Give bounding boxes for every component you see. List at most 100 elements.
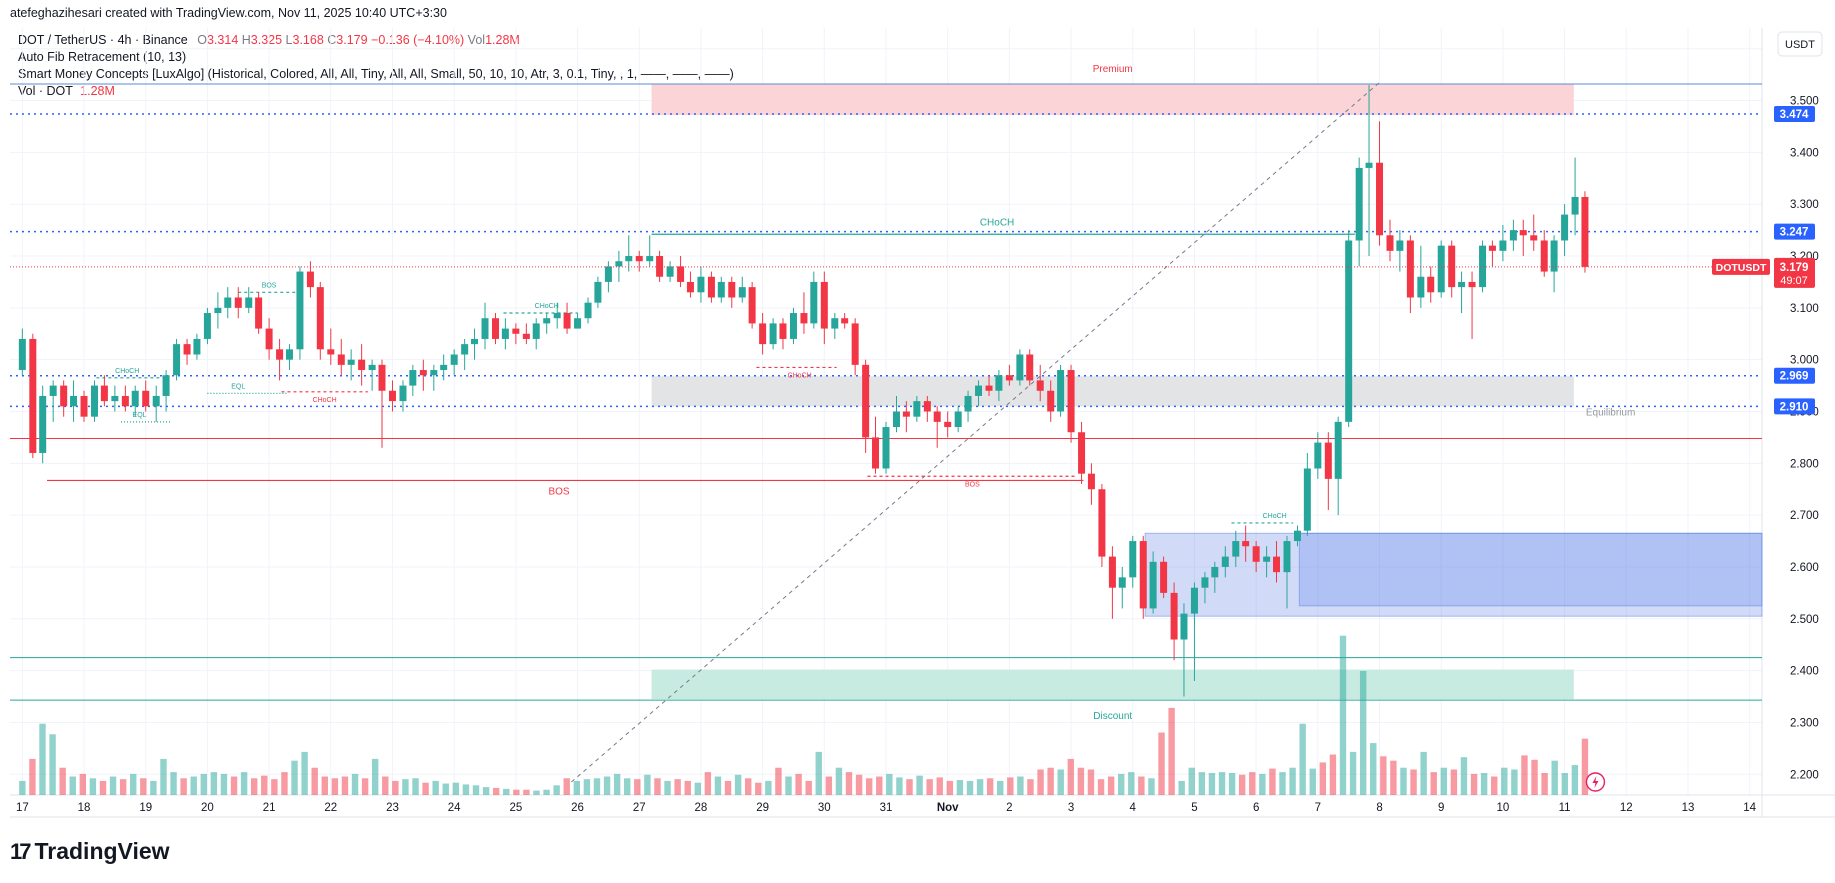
candle-body[interactable] xyxy=(666,266,674,277)
candle-body[interactable] xyxy=(296,271,304,350)
candle-body[interactable] xyxy=(1221,556,1229,567)
candle-body[interactable] xyxy=(111,395,119,402)
candle-body[interactable] xyxy=(1427,276,1435,293)
candle-body[interactable] xyxy=(203,313,211,339)
candle-body[interactable] xyxy=(574,318,582,329)
candle-body[interactable] xyxy=(501,328,509,339)
candle-body[interactable] xyxy=(327,349,335,355)
candle-body[interactable] xyxy=(656,256,664,277)
indicator-volume[interactable]: Vol · DOT 1.28M xyxy=(18,83,734,100)
candle-body[interactable] xyxy=(1047,390,1055,412)
candle-body[interactable] xyxy=(60,385,68,407)
candle-body[interactable] xyxy=(1376,162,1384,236)
candle-body[interactable] xyxy=(1016,354,1024,381)
candle-body[interactable] xyxy=(522,333,530,339)
candle-body[interactable] xyxy=(49,385,57,396)
candle-body[interactable] xyxy=(841,318,849,324)
candle-body[interactable] xyxy=(563,313,571,329)
candle-body[interactable] xyxy=(553,313,561,319)
candle-body[interactable] xyxy=(1078,432,1086,474)
candle-body[interactable] xyxy=(1550,240,1558,272)
candle-body[interactable] xyxy=(728,281,736,298)
candle-body[interactable] xyxy=(1149,561,1157,609)
candle-body[interactable] xyxy=(234,297,242,308)
candle-body[interactable] xyxy=(995,375,1003,391)
candle-body[interactable] xyxy=(1098,489,1106,557)
candle-body[interactable] xyxy=(594,281,602,303)
candle-body[interactable] xyxy=(1067,370,1075,433)
candle-body[interactable] xyxy=(255,297,263,329)
candle-body[interactable] xyxy=(1561,214,1569,241)
candle-body[interactable] xyxy=(1355,167,1363,241)
candle-body[interactable] xyxy=(1232,541,1240,557)
candle-body[interactable] xyxy=(142,390,150,407)
candle-body[interactable] xyxy=(512,328,520,334)
candle-body[interactable] xyxy=(1263,556,1271,562)
candle-body[interactable] xyxy=(944,421,952,428)
candle-body[interactable] xyxy=(18,338,26,371)
candle-body[interactable] xyxy=(337,354,345,365)
candle-body[interactable] xyxy=(461,344,469,355)
candle-body[interactable] xyxy=(1190,587,1198,614)
candle-body[interactable] xyxy=(543,318,551,324)
candle-body[interactable] xyxy=(646,256,654,262)
candle-body[interactable] xyxy=(450,354,458,365)
candle-body[interactable] xyxy=(285,349,293,360)
candle-body[interactable] xyxy=(1437,245,1445,293)
candle-body[interactable] xyxy=(1386,235,1394,251)
candle-body[interactable] xyxy=(183,344,191,355)
candle-body[interactable] xyxy=(1365,162,1373,168)
candle-body[interactable] xyxy=(1314,442,1322,469)
candle-body[interactable] xyxy=(872,437,880,469)
candle-body[interactable] xyxy=(615,261,623,267)
candle-body[interactable] xyxy=(1057,370,1065,412)
candle-body[interactable] xyxy=(306,271,314,288)
candle-body[interactable] xyxy=(902,411,910,417)
candle-body[interactable] xyxy=(399,385,407,402)
candle-body[interactable] xyxy=(1479,245,1487,288)
candle-body[interactable] xyxy=(481,318,489,339)
candle-body[interactable] xyxy=(1345,240,1353,422)
candle-body[interactable] xyxy=(831,318,839,329)
candle-body[interactable] xyxy=(1272,556,1280,573)
candle-body[interactable] xyxy=(1468,281,1476,288)
candle-body[interactable] xyxy=(1571,196,1579,215)
candle-body[interactable] xyxy=(1283,541,1291,573)
candle-body[interactable] xyxy=(378,364,386,391)
candle-body[interactable] xyxy=(70,395,78,407)
candle-body[interactable] xyxy=(1201,577,1209,588)
candle-body[interactable] xyxy=(789,313,797,339)
indicator-smc[interactable]: Smart Money Concepts [LuxAlgo] (Historic… xyxy=(18,67,734,81)
candle-body[interactable] xyxy=(800,313,808,324)
candle-body[interactable] xyxy=(276,349,284,360)
candle-body[interactable] xyxy=(388,390,396,402)
candle-body[interactable] xyxy=(1530,235,1538,241)
candle-body[interactable] xyxy=(1509,230,1517,241)
candle-body[interactable] xyxy=(985,385,993,391)
candle-body[interactable] xyxy=(1036,380,1044,391)
candle-body[interactable] xyxy=(1211,566,1219,578)
currency-button[interactable] xyxy=(1777,31,1823,57)
candle-body[interactable] xyxy=(430,370,438,376)
candle-body[interactable] xyxy=(224,297,232,308)
candle-body[interactable] xyxy=(1396,240,1404,251)
candle-body[interactable] xyxy=(162,375,170,396)
candle-body[interactable] xyxy=(748,287,756,324)
candle-body[interactable] xyxy=(492,318,500,339)
candle-body[interactable] xyxy=(707,276,715,298)
indicator-fib[interactable]: Auto Fib Retracement (10, 13) xyxy=(18,50,187,64)
candle-body[interactable] xyxy=(1180,613,1188,640)
candle-body[interactable] xyxy=(882,427,890,469)
candle-body[interactable] xyxy=(29,338,37,453)
candle-body[interactable] xyxy=(913,401,921,417)
candle-body[interactable] xyxy=(347,359,355,365)
candle-body[interactable] xyxy=(1026,354,1034,381)
candle-body[interactable] xyxy=(933,411,941,422)
candle-body[interactable] xyxy=(39,395,47,453)
candle-body[interactable] xyxy=(604,266,612,282)
candle-body[interactable] xyxy=(91,385,99,417)
candle-body[interactable] xyxy=(316,287,324,350)
candle-body[interactable] xyxy=(440,364,448,371)
candle-body[interactable] xyxy=(1005,375,1013,381)
candle-body[interactable] xyxy=(368,364,376,371)
